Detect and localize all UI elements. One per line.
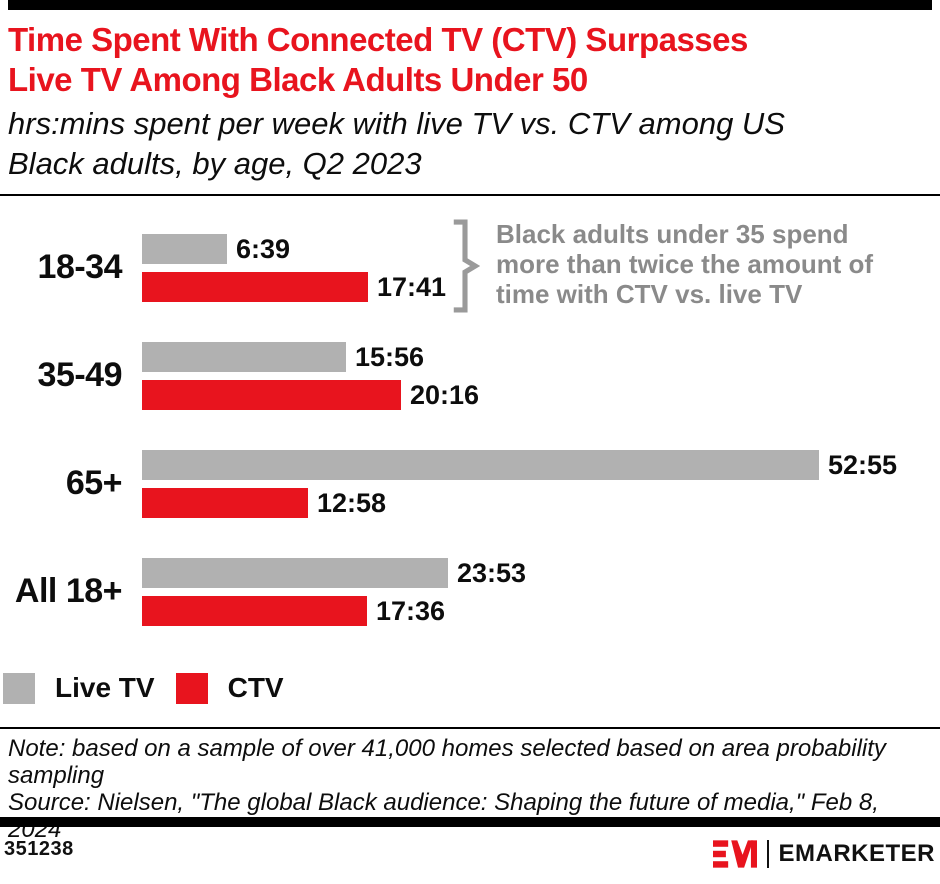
live-tv-bar [142,558,448,588]
annotation-line-2: more than twice the amount of [496,249,874,279]
live-tv-value-label: 52:55 [828,450,898,480]
annotation-text: Black adults under 35 spend more than tw… [496,219,873,309]
ctv-value-label: 17:41 [377,272,447,302]
brace-icon [453,219,480,313]
ctv-bar [142,488,308,518]
legend-label-live-tv: Live TV [55,672,155,703]
category-label: 18-34 [37,248,123,286]
brand-divider [767,840,770,868]
note-line-1: Note: based on a sample of over 41,000 h… [8,735,886,762]
live-tv-value-label: 23:53 [457,558,527,588]
bottom-accent-bar [0,817,940,827]
top-accent-bar [8,0,932,10]
category-label: 65+ [65,464,123,502]
chart-area: 18-34 6:39 17:41 35-49 15:56 20:16 65+ 52:55 12:… [14,234,898,626]
ctv-bar [142,596,367,626]
category-label: 35-49 [37,356,123,394]
footer-divider [0,727,940,729]
legend-item-ctv: CTV [175,672,284,704]
page-title-line-1: Time Spent With Connected TV (CTV) Surpa… [8,21,748,58]
legend-item-live-tv: Live TV [3,672,155,704]
note-line-2: sampling [8,762,105,789]
emarketer-logomark-icon [713,840,758,868]
source-line: Source: Nielsen, "The global Black audie… [8,789,879,843]
live-tv-swatch [3,672,35,704]
live-tv-bar [142,342,346,372]
annotation-line-1: Black adults under 35 spend [496,219,849,249]
ctv-bar [142,272,368,302]
ctv-swatch [175,672,208,704]
ctv-bar [142,380,401,410]
ctv-value-label: 12:58 [317,488,387,518]
live-tv-value-label: 15:56 [355,342,425,372]
brand-name: EMARKETER [778,840,935,867]
category-label: All 18+ [14,572,123,610]
ctv-value-label: 20:16 [410,380,480,410]
live-tv-bar [142,234,227,264]
live-tv-bar [142,450,819,480]
ctv-value-label: 17:36 [376,596,446,626]
legend-label-ctv: CTV [227,672,284,703]
chart-annotation: Black adults under 35 spend more than tw… [450,219,873,313]
annotation-line-3: time with CTV vs. live TV [496,279,803,309]
chart-subtitle-line-2: Black adults, by age, Q2 2023 [8,146,422,181]
brand-logo: EMARKETER [713,839,935,869]
header-divider [0,194,940,196]
chart-id: 351238 [4,838,74,860]
chart-legend: Live TV CTV [3,672,284,704]
chart-subtitle-line-1: hrs:mins spent per week with live TV vs.… [8,106,785,141]
page-title: Time Spent With Connected TV (CTV) Surpa… [8,20,932,100]
chart-subtitle: hrs:mins spent per week with live TV vs.… [8,104,936,184]
page-title-line-2: Live TV Among Black Adults Under 50 [8,61,588,98]
live-tv-value-label: 6:39 [236,234,291,264]
